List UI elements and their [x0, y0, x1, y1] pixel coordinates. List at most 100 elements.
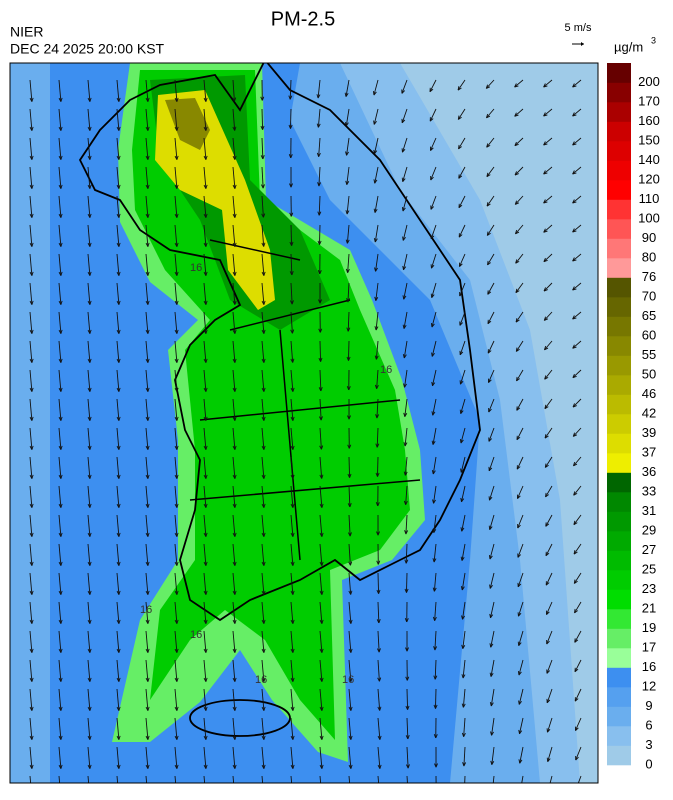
colorbar-bin [607, 551, 631, 571]
wind-arrowhead [576, 785, 579, 789]
unit: µg/m [614, 39, 643, 54]
colorbar-bin [607, 492, 631, 512]
colorbar-label: 33 [642, 483, 656, 498]
colorbar-bin [607, 395, 631, 415]
colorbar-label: 36 [642, 464, 656, 479]
colorbar-label: 19 [642, 620, 656, 635]
colorbar-bin [607, 648, 631, 668]
colorbar-label: 65 [642, 308, 656, 323]
colorbar-label: 29 [642, 522, 656, 537]
colorbar-bin [607, 414, 631, 434]
colorbar-label: 110 [639, 191, 660, 206]
colorbar-label: 27 [642, 542, 656, 557]
colorbar-bin [607, 375, 631, 395]
wind-arrow [319, 225, 320, 245]
wind-arrow [407, 689, 408, 710]
colorbar-bin [607, 141, 631, 161]
colorbar-bin [607, 629, 631, 649]
wind-arrow [406, 573, 407, 593]
colorbar-bin [607, 434, 631, 454]
contour-label: 16 [255, 674, 267, 686]
colorbar-label: 90 [642, 230, 656, 245]
colorbar-bin [607, 687, 631, 707]
colorbar-label: 0 [645, 756, 652, 771]
colorbar-bin [607, 278, 631, 298]
colorbar-label: 170 [638, 93, 660, 108]
colorbar-bin [607, 356, 631, 376]
colorbar-bin [607, 258, 631, 278]
contour-label: 16 [190, 629, 202, 641]
colorbar-label: 60 [642, 327, 656, 342]
colorbar-label: 100 [638, 210, 660, 225]
wind-arrow [377, 457, 378, 477]
colorbar-bin [607, 239, 631, 259]
colorbar-label: 31 [642, 503, 656, 518]
map: 16 16 16 16 16 16 [10, 60, 598, 795]
wind-scale-label: 5 m/s [565, 22, 592, 34]
wind-arrow [378, 573, 379, 594]
wind-arrow [291, 225, 292, 246]
colorbar-label: 25 [642, 561, 656, 576]
colorbar-bin [607, 512, 631, 532]
colorbar-bin [607, 609, 631, 629]
colorbar-label: 50 [642, 366, 656, 381]
colorbar-label: 6 [645, 717, 652, 732]
wind-arrowhead [547, 787, 550, 791]
wind-scale-arrowhead [581, 42, 584, 46]
colorbar-bin [607, 317, 631, 337]
colorbar-bin [607, 161, 631, 181]
datetime: DEC 24 2025 20:00 KST [10, 41, 165, 57]
colorbar-bin [607, 473, 631, 493]
wind-arrow [262, 109, 263, 130]
title: PM-2.5 [271, 8, 335, 30]
colorbar-bin [607, 707, 631, 727]
colorbar-bin [607, 531, 631, 551]
colorbar-label: 37 [642, 444, 656, 459]
colorbar: 0369121617192123252729313336373942465055… [607, 63, 660, 771]
colorbar-bin [607, 570, 631, 590]
wind-arrowhead [491, 790, 494, 794]
colorbar-label: 150 [638, 132, 660, 147]
contour-label: 16 [190, 262, 202, 274]
colorbar-bin [607, 180, 631, 200]
colorbar-label: 80 [642, 249, 656, 264]
colorbar-label: 76 [642, 269, 656, 284]
colorbar-label: 140 [638, 152, 660, 167]
colorbar-bin [607, 297, 631, 317]
contour-label: 16 [380, 364, 392, 376]
wind-arrow [290, 109, 291, 129]
wind-arrow [435, 689, 436, 709]
colorbar-label: 9 [645, 698, 652, 713]
agency: NIER [10, 24, 43, 40]
wind-arrowhead [463, 792, 466, 795]
colorbar-bin [607, 219, 631, 239]
contour-label: 16 [140, 604, 152, 616]
colorbar-label: 160 [638, 113, 660, 128]
wind-arrowhead [519, 789, 522, 793]
wind-arrow [320, 341, 321, 362]
colorbar-label: 120 [638, 171, 660, 186]
colorbar-label: 21 [642, 600, 656, 615]
colorbar-bin [607, 668, 631, 688]
colorbar-label: 46 [642, 386, 656, 401]
colorbar-label: 70 [642, 288, 656, 303]
colorbar-label: 39 [642, 425, 656, 440]
wind-arrow [349, 457, 350, 478]
colorbar-label: 12 [642, 678, 656, 693]
colorbar-label: 42 [642, 405, 656, 420]
contour-label: 16 [342, 674, 354, 686]
colorbar-bin [607, 336, 631, 356]
colorbar-bin [607, 590, 631, 610]
colorbar-label: 3 [645, 737, 652, 752]
unit-exponent: 3 [651, 35, 656, 45]
colorbar-label: 16 [642, 659, 656, 674]
colorbar-label: 200 [638, 74, 660, 89]
colorbar-bin [607, 122, 631, 142]
colorbar-label: 17 [642, 639, 656, 654]
colorbar-bin [607, 746, 631, 766]
colorbar-label: 23 [642, 581, 656, 596]
colorbar-bin [607, 453, 631, 473]
colorbar-bin [607, 200, 631, 220]
colorbar-bin [607, 83, 631, 103]
